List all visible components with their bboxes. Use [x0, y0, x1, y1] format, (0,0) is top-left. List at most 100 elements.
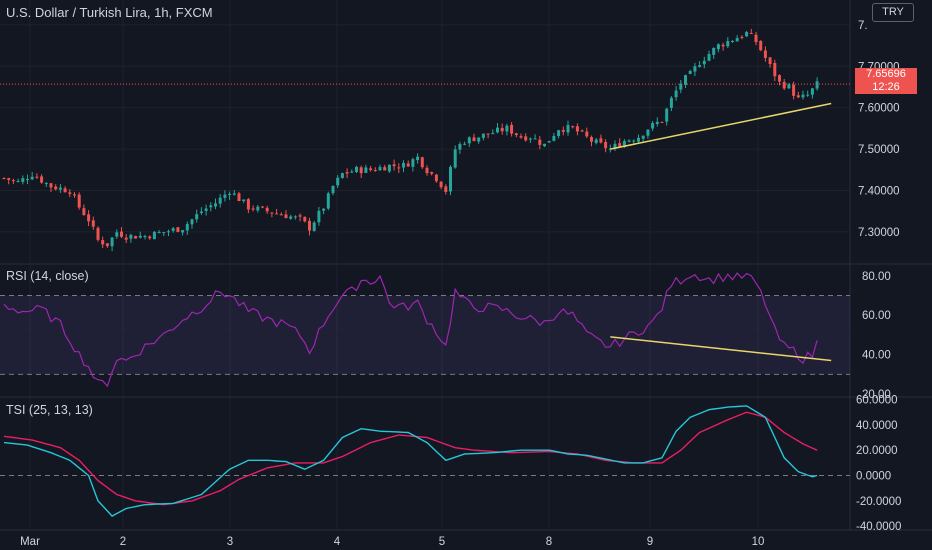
candle-body [63, 188, 67, 193]
candle-body [416, 156, 420, 161]
rsi-divergence-line [610, 336, 832, 362]
rsi-legend: RSI (14, close) [6, 269, 89, 283]
candle-body [195, 214, 199, 220]
rsi-tick-label: 20.00 [862, 389, 891, 401]
rsi-line [3, 272, 818, 388]
time-tick-label: 3 [227, 536, 233, 548]
candle-body [402, 163, 405, 168]
candle-body [105, 243, 109, 247]
candle-body [726, 41, 730, 47]
candle-body [651, 123, 655, 129]
candle-body [590, 137, 593, 142]
candle-body [120, 231, 123, 237]
candle-body [40, 176, 44, 183]
candle-body [340, 173, 344, 179]
candle-body [561, 130, 565, 132]
candle-body [599, 138, 603, 143]
candle-body [373, 170, 377, 172]
candle-body [608, 148, 612, 150]
candle-body [157, 232, 161, 234]
currency-badge[interactable]: TRY [872, 3, 914, 22]
candle-body [778, 75, 781, 82]
candle-body [749, 32, 753, 34]
candle-body [364, 167, 368, 173]
candle-body [580, 130, 584, 132]
candle-body [538, 139, 542, 145]
candle-body [453, 149, 457, 168]
candle-body [237, 193, 241, 202]
candle-body [632, 140, 636, 142]
candle-body [16, 181, 20, 183]
candle-body [77, 194, 81, 208]
candle-body [134, 236, 138, 239]
price-tick-label: 7.30000 [858, 227, 900, 239]
candle-body [265, 207, 269, 212]
candle-body [796, 95, 800, 98]
bar-countdown: 12:26 [872, 81, 900, 93]
candle-body [199, 211, 203, 214]
candle-body [543, 143, 546, 147]
candle-body [449, 166, 452, 192]
candle-body [763, 50, 767, 58]
candle-body [641, 135, 645, 139]
candle-body [688, 70, 692, 74]
candle-body [716, 44, 720, 50]
candle-body [500, 127, 504, 132]
candle-body [486, 133, 490, 135]
tsi-tick-label: -40.0000 [856, 521, 901, 533]
candle-body [679, 83, 683, 90]
candle-body [806, 94, 810, 96]
candle-body [491, 133, 495, 135]
candle-body [355, 166, 358, 172]
tsi-tick-label: 60.0000 [856, 395, 898, 407]
time-tick-label: 5 [439, 536, 445, 548]
candle-body [712, 47, 716, 55]
candle-body [439, 181, 443, 188]
candle-body [115, 232, 119, 237]
candle-body [693, 66, 697, 72]
candle-body [627, 140, 631, 142]
candle-body [96, 227, 100, 240]
candle-body [684, 75, 687, 85]
candle-body [7, 178, 11, 180]
candle-body [383, 167, 387, 171]
candle-body [317, 210, 321, 223]
last-price-value: 7.65696 [866, 68, 906, 80]
candle-body [444, 186, 448, 192]
candle-body [110, 237, 114, 247]
time-tick-label: 4 [334, 536, 341, 548]
candle-body [11, 180, 15, 182]
tsi-tick-label: 20.0000 [856, 445, 898, 457]
candle-body [434, 174, 438, 182]
tsi-tick-label: -20.0000 [856, 496, 901, 508]
candle-body [242, 199, 246, 202]
candle-body [152, 231, 156, 240]
chart-title: U.S. Dollar / Turkish Lira, 1h, FXCM [6, 5, 213, 20]
candle-body [251, 208, 255, 210]
candle-body [223, 194, 227, 198]
candle-body [218, 197, 222, 204]
candle-body [566, 125, 570, 133]
candle-body [26, 179, 29, 181]
candle-body [660, 121, 664, 123]
candle-body [575, 126, 579, 132]
candle-body [731, 40, 734, 42]
candle-body [759, 40, 763, 51]
candle-body [397, 167, 401, 169]
time-tick-label: 9 [647, 536, 653, 548]
candle-body [190, 219, 194, 225]
candle-body [181, 230, 185, 233]
candle-body [176, 227, 180, 232]
candle-body [740, 36, 744, 38]
candle-body [481, 133, 485, 138]
candle-body [293, 216, 297, 218]
candle-body [171, 228, 175, 231]
candle-body [270, 212, 274, 214]
candle-body [58, 187, 62, 190]
candle-body [326, 193, 330, 209]
candle-body [698, 65, 702, 67]
candle-body [336, 177, 340, 186]
candle-body [303, 216, 307, 222]
candle-body [284, 214, 288, 219]
